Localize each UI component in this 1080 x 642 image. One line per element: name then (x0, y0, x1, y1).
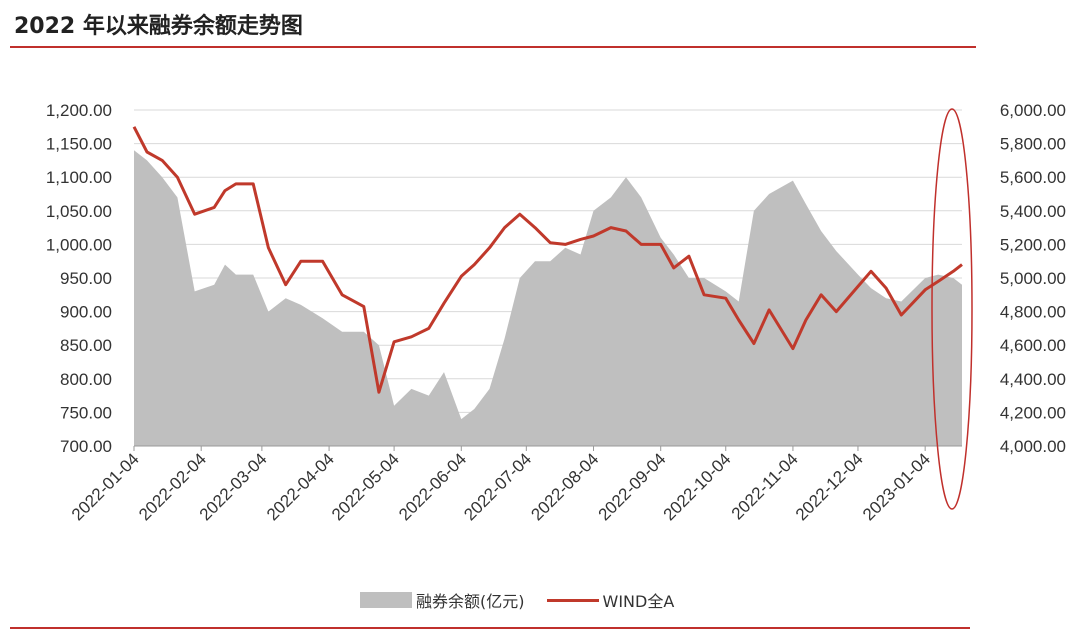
legend-line-label: WIND全A (602, 592, 675, 611)
area-series-margin-short (134, 150, 962, 447)
left-axis-tick: 700.00 (60, 437, 112, 456)
top-rule (10, 46, 976, 48)
left-axis-tick: 950.00 (60, 269, 112, 288)
right-axis-tick: 5,000.00 (1000, 269, 1066, 288)
highlight-ellipse (931, 108, 973, 510)
left-axis-tick: 1,050.00 (46, 202, 112, 221)
right-axis-ticks: 6,000.00 5,800.00 5,600.00 5,400.00 5,200.00… (1000, 101, 1066, 456)
right-axis-tick: 5,200.00 (1000, 235, 1066, 254)
right-axis-tick: 4,000.00 (1000, 437, 1066, 456)
right-axis-tick: 5,800.00 (1000, 135, 1066, 154)
left-axis-tick: 750.00 (60, 403, 112, 422)
legend-area: 融券余额(亿元) (360, 588, 525, 612)
bottom-rule (10, 627, 970, 629)
x-axis-tick: 2022-04-04 (263, 449, 338, 524)
line-layer (132, 126, 963, 394)
line-series-wind-all-a (132, 126, 963, 394)
legend-area-label: 融券余额(亿元) (416, 592, 525, 611)
left-axis-tick: 1,200.00 (46, 101, 112, 120)
left-axis-tick: 1,000.00 (46, 235, 112, 254)
legend: 融券余额(亿元) WIND全A (360, 588, 696, 612)
right-axis-tick: 5,400.00 (1000, 202, 1066, 221)
left-axis-tick: 1,150.00 (46, 135, 112, 154)
x-axis-tick: 2022-10-04 (660, 449, 735, 524)
legend-area-swatch (360, 592, 412, 608)
left-axis-tick: 1,100.00 (46, 168, 112, 187)
x-axis-tick: 2023-01-04 (859, 449, 934, 524)
right-axis-tick: 4,600.00 (1000, 336, 1066, 355)
left-axis-ticks: 1,200.00 1,150.00 1,100.00 1,050.00 1,000.00… (46, 101, 112, 456)
area-layer (134, 150, 962, 447)
right-axis-tick: 4,800.00 (1000, 303, 1066, 322)
right-axis-tick: 5,600.00 (1000, 168, 1066, 187)
x-axis-tick: 2022-12-04 (792, 449, 867, 524)
x-axis-tick: 2022-09-04 (595, 449, 670, 524)
x-axis-tick: 2022-06-04 (395, 449, 470, 524)
x-axis-tick: 2022-11-04 (728, 449, 802, 523)
left-axis-tick: 800.00 (60, 370, 112, 389)
x-axis-tick: 2022-05-04 (328, 449, 403, 524)
legend-line: WIND全A (546, 588, 675, 612)
x-axis-ticks: 2022-01-042022-02-042022-03-042022-04-04… (68, 445, 962, 524)
legend-line-swatch (546, 598, 599, 602)
x-axis-tick: 2022-07-04 (460, 449, 535, 524)
right-axis-tick: 4,200.00 (1000, 403, 1066, 422)
right-axis-tick: 4,400.00 (1000, 370, 1066, 389)
chart-title: 2022 年以来融券余额走势图 (14, 14, 303, 39)
right-axis-tick: 6,000.00 (1000, 101, 1066, 120)
x-axis-tick: 2022-01-04 (68, 449, 143, 524)
left-axis-tick: 900.00 (60, 303, 112, 322)
left-axis-tick: 850.00 (60, 336, 112, 355)
x-axis-tick: 2022-08-04 (527, 449, 602, 524)
